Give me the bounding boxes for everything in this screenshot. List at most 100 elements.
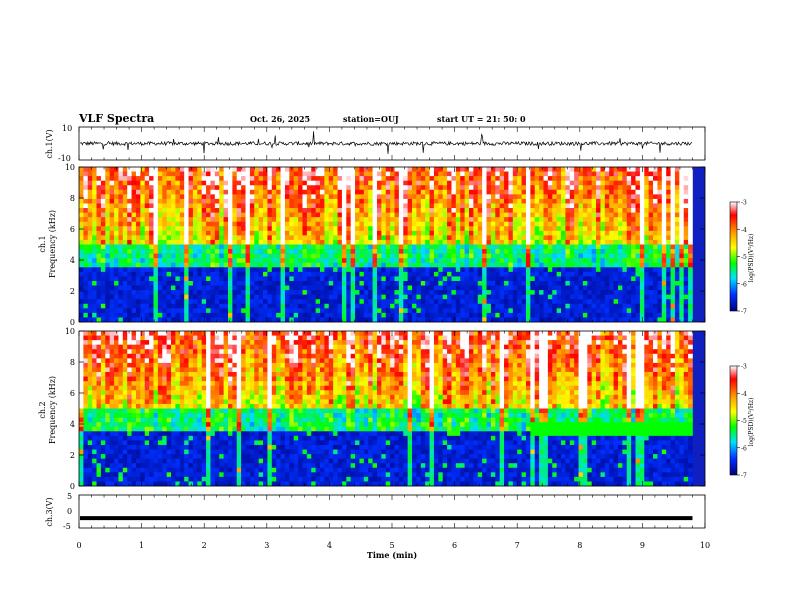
spec1-cell (320, 253, 325, 259)
spec1-cell (569, 230, 575, 236)
spec1-cell (683, 244, 689, 250)
spec1-cell (530, 203, 536, 209)
spec1-cell (324, 280, 330, 286)
spec1-cell (280, 203, 286, 209)
spec1-cell (653, 285, 658, 291)
spec1-cell (232, 276, 238, 282)
spec1-cell (442, 303, 448, 309)
spec1-cell (87, 180, 93, 186)
spec1-cell (324, 239, 330, 245)
spec1-cell (267, 262, 273, 268)
spec1-cell (420, 308, 426, 314)
spec1-cell (306, 230, 312, 236)
spec1-cell (284, 285, 290, 291)
spec1-cell (236, 198, 242, 204)
spec1-cell (447, 208, 452, 213)
spec1-cell (543, 217, 549, 223)
spec1-cell (556, 308, 562, 314)
spec1-cell (635, 317, 641, 323)
spec1-cell (495, 185, 500, 191)
spec1-cell (429, 235, 435, 241)
spec1-cell (232, 217, 238, 223)
spec1-cell (188, 203, 194, 209)
spec1-cell (140, 317, 146, 323)
spec1-cell (569, 185, 575, 191)
spec1-cell (302, 290, 308, 295)
spec1-cell (214, 271, 220, 277)
spec1-cell (201, 194, 207, 200)
spec1-cell (149, 208, 154, 213)
spec1-cell (197, 171, 202, 177)
spec1-cell (320, 312, 325, 318)
spec1-cell (368, 198, 373, 204)
spec1-cell (460, 317, 465, 323)
spec1-cell (280, 171, 286, 177)
spec1-cell (276, 249, 281, 254)
spec1-cell (232, 271, 238, 277)
spec1-cell (140, 258, 146, 264)
spec1-cell (525, 226, 531, 232)
spec1-cell (271, 185, 277, 191)
spec1-cell (486, 258, 492, 264)
spec2-cell (87, 353, 93, 359)
spec1-cell (298, 299, 303, 305)
spec1-cell (254, 244, 259, 250)
spec1-cell (320, 226, 325, 232)
spec2-cell (96, 417, 102, 423)
spec1-cell (521, 198, 527, 204)
spec1-cell (249, 208, 255, 213)
spec1-cell (433, 189, 439, 195)
spec1-cell (433, 271, 439, 277)
spec1-cell (92, 258, 97, 264)
spec1-cell (149, 171, 154, 177)
spec1-cell (368, 312, 373, 318)
spec1-cell (144, 276, 150, 282)
spec1-cell (626, 221, 632, 227)
spec1-cell (530, 276, 536, 282)
spec1-cell (442, 271, 448, 277)
spec1-cell (688, 167, 693, 172)
spec2-cell (96, 440, 102, 446)
spec1-cell (171, 171, 176, 177)
spec1-cell (679, 285, 685, 291)
spec1-cell (525, 303, 531, 309)
spec1-cell (626, 303, 632, 309)
spec1-cell (504, 171, 509, 177)
spec1-cell (135, 176, 141, 181)
spec1-cell (495, 239, 500, 245)
spec1-cell (657, 239, 663, 245)
spec1-cell (666, 198, 671, 204)
spec1-cell (394, 280, 400, 286)
spec1-cell (679, 303, 685, 309)
spec1-cell (363, 167, 369, 172)
spec1-cell (302, 194, 308, 200)
spec1-cell (162, 167, 167, 172)
spec1-cell (596, 317, 601, 323)
spec1-cell (131, 312, 137, 318)
spec1-cell (219, 308, 224, 314)
spec1-cell (197, 317, 202, 323)
spec1-cell (83, 244, 89, 250)
spec1-cell (403, 203, 408, 209)
spec1-cell (210, 230, 216, 236)
spec1-cell (469, 217, 474, 223)
spec1-cell (530, 317, 536, 323)
spec1-cell (249, 280, 255, 286)
spec1-cell (609, 203, 614, 209)
spec1-cell (337, 239, 343, 245)
spec1-cell (398, 299, 404, 305)
spec1-cell (245, 276, 251, 282)
spec1-cell (258, 312, 264, 318)
spec1-cell (267, 212, 273, 218)
spec1-cell (639, 312, 645, 318)
spec1-cell (433, 167, 439, 172)
spec1-cell (473, 271, 479, 277)
spec1-cell (543, 226, 549, 232)
spec1-cell (530, 280, 536, 286)
spec1-cell (289, 249, 295, 254)
spec1-cell (92, 167, 97, 172)
spec1-cell (499, 194, 505, 200)
spec2-cell (92, 385, 97, 391)
spec1-cell (276, 276, 281, 282)
spec1-cell (574, 212, 579, 218)
